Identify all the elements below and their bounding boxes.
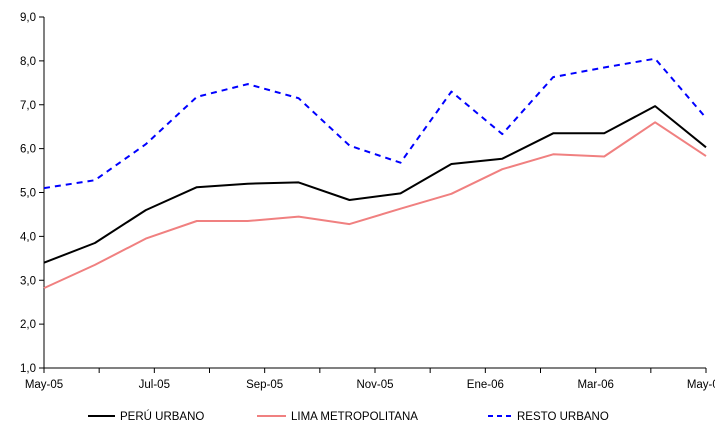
legend-label: PERÚ URBANO: [120, 410, 204, 423]
series-line-resto-urbano: [43, 57, 707, 190]
series-lines: [43, 57, 707, 290]
legend-label: LIMA METROPOLITANA: [291, 411, 418, 423]
x-tick-label: Sep-05: [246, 379, 283, 391]
legend-label: RESTO URBANO: [517, 411, 609, 423]
y-tick-label: 7,0: [20, 100, 36, 112]
x-axis: May-05 Jul-05 Sep-05 Nov-05 Ene-06 Mar-06 May-…: [25, 367, 715, 391]
y-axis: 1,0 2,0 3,0 4,0 5,0 6,0 7,0 8,0 9,0: [20, 12, 45, 375]
legend: PERÚ URBANO LIMA METROPOLITANA RESTO URBAN…: [88, 410, 609, 423]
x-tick-label: Ene-06: [467, 379, 504, 391]
y-tick-label: 2,0: [20, 319, 36, 331]
x-tick-label: Jul-05: [139, 379, 170, 391]
y-tick-label: 6,0: [20, 144, 36, 156]
x-tick-label: Mar-06: [577, 379, 613, 391]
series-line-per-urbano: [43, 105, 707, 264]
x-tick-label: May-06: [687, 379, 715, 391]
x-tick-label: Nov-05: [356, 379, 393, 391]
y-tick-label: 3,0: [20, 275, 36, 287]
y-tick-label: 8,0: [20, 56, 36, 68]
series-line-lima-metropolitana: [43, 121, 707, 290]
y-tick-label: 4,0: [20, 231, 36, 243]
x-tick-label: May-05: [25, 379, 63, 391]
y-tick-label: 1,0: [20, 363, 36, 375]
y-tick-label: 5,0: [20, 188, 36, 200]
y-tick-label: 9,0: [20, 12, 36, 24]
